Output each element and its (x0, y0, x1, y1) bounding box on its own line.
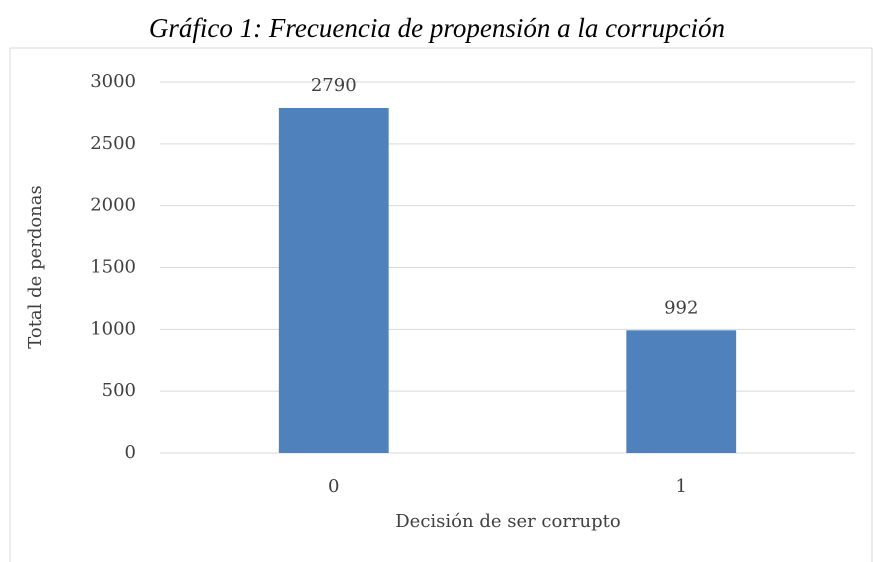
bar (278, 107, 389, 453)
y-tick-label: 3000 (90, 71, 136, 92)
bar (626, 330, 737, 453)
y-tick-label: 2500 (90, 133, 136, 154)
x-axis-label: Decisión de ser corrupto (395, 511, 621, 532)
data-label: 992 (664, 297, 698, 318)
y-tick-label: 1000 (90, 318, 136, 339)
y-tick-label: 0 (125, 442, 136, 463)
chart-title: Gráfico 1: Frecuencia de propensión a la… (149, 13, 725, 43)
y-axis-label: Total de perdonas (25, 185, 46, 349)
x-tick-label: 0 (328, 476, 339, 497)
data-label: 2790 (311, 75, 357, 96)
y-tick-label: 1500 (90, 257, 136, 278)
x-tick-label: 1 (676, 476, 687, 497)
y-tick-label: 2000 (90, 195, 136, 216)
chart-frame (9, 47, 873, 562)
y-tick-label: 500 (102, 380, 136, 401)
